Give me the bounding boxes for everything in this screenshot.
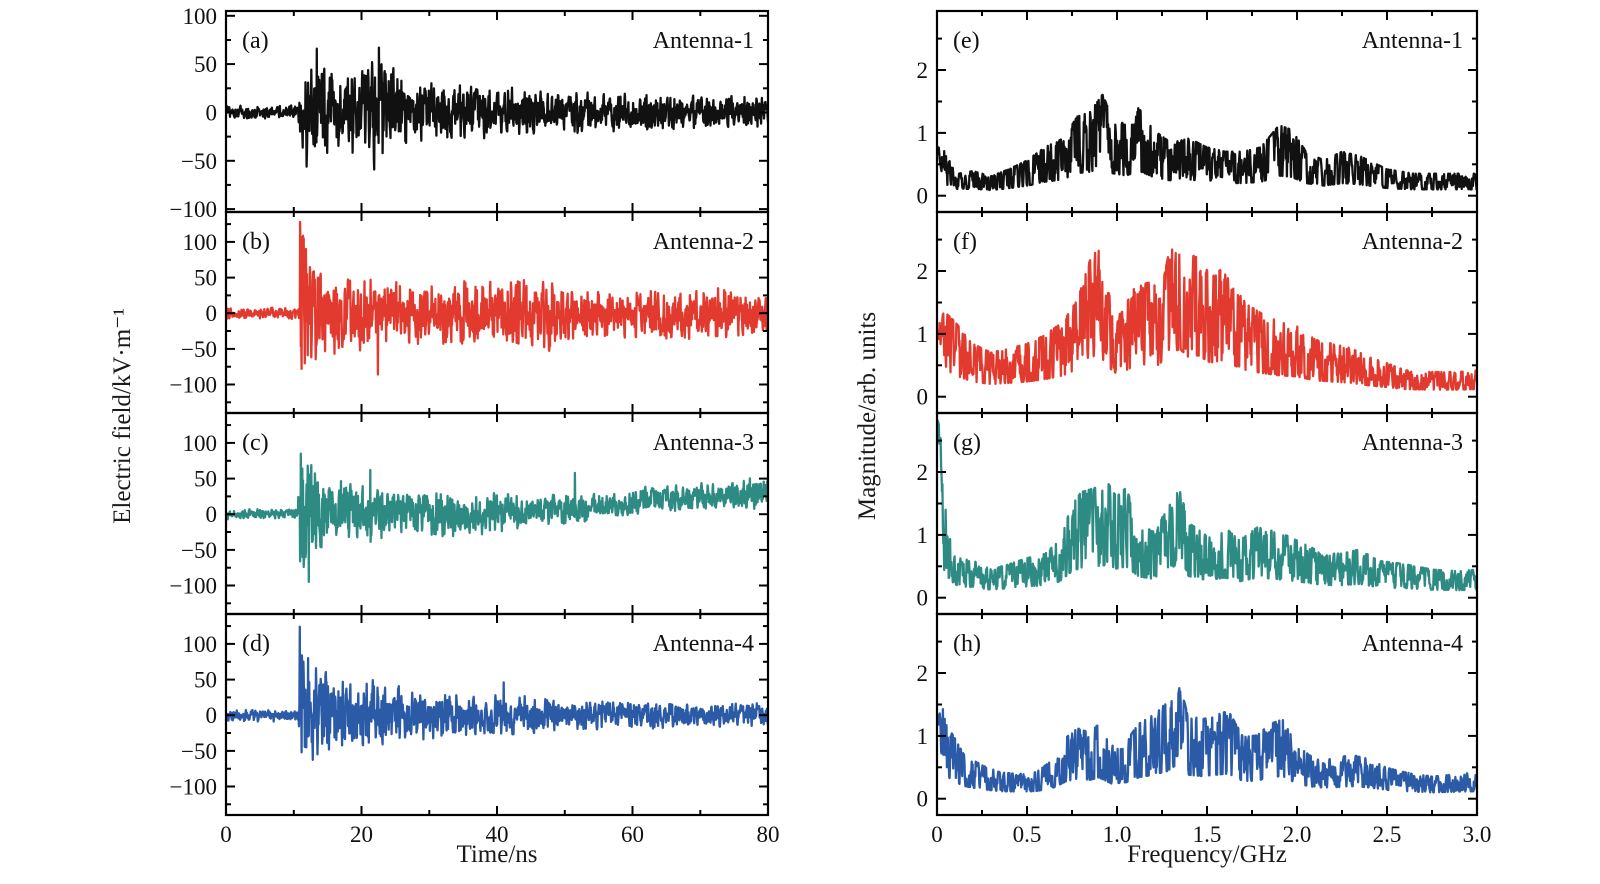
- y-tick-label: 1: [917, 523, 929, 548]
- y-axis-label-right: Magnitude/arb. units: [854, 311, 881, 521]
- y-tick-label: −100: [170, 373, 217, 398]
- x-axis-label-left: Time/ns: [456, 841, 538, 868]
- legend-label: Antenna-4: [1362, 631, 1463, 657]
- y-tick-label: 2: [917, 460, 929, 485]
- legend-label: Antenna-4: [653, 631, 754, 657]
- y-tick-label: 0: [917, 586, 929, 611]
- panel-letter: (c): [242, 430, 269, 456]
- y-axis-label-left: Electric field/kV·m⁻¹: [109, 308, 136, 524]
- y-tick-label: 100: [183, 431, 218, 456]
- y-tick-label: 100: [183, 632, 218, 657]
- y-tick-label: 0: [917, 787, 929, 812]
- legend-label: Antenna-2: [1362, 229, 1463, 255]
- y-tick-label: 0: [206, 703, 218, 728]
- series-line-antenna-2: [226, 220, 768, 376]
- series-line-antenna-4: [937, 686, 1477, 794]
- y-tick-label: −50: [181, 739, 217, 764]
- legend-label: Antenna-1: [653, 28, 754, 54]
- y-tick-label: 50: [194, 467, 217, 492]
- panel-letter: (g): [953, 430, 981, 456]
- panel-f: 2 1 0 (f) Antenna-2: [917, 210, 1479, 415]
- y-tick-label: −50: [181, 337, 217, 362]
- y-tick-label: 50: [194, 266, 217, 291]
- x-tick-label: 2.0: [1283, 822, 1312, 847]
- y-tick-label: 0: [917, 385, 929, 410]
- legend-label: Antenna-1: [1362, 28, 1463, 54]
- panel-letter: (b): [242, 229, 270, 255]
- x-tick-label: 2.5: [1373, 822, 1402, 847]
- legend-label: Antenna-3: [653, 430, 754, 456]
- x-tick-label: 40: [486, 822, 509, 847]
- x-tick-label: 80: [757, 822, 780, 847]
- panel-h: 0 0.5 1.0 1.5 2.0 2.5 3.0 2 1 0 (h) Antenna-4: [917, 612, 1492, 847]
- series-line-antenna-3: [226, 452, 768, 584]
- x-axis-label-right: Frequency/GHz: [1127, 841, 1287, 868]
- x-tick-label: 3.0: [1463, 822, 1492, 847]
- y-tick-label: −50: [181, 149, 217, 174]
- series-line-antenna-2: [937, 248, 1477, 391]
- x-tick-label: 1.0: [1103, 822, 1132, 847]
- x-tick-label: 1.5: [1193, 822, 1222, 847]
- y-tick-label: 0: [206, 101, 218, 126]
- panel-letter: (e): [953, 28, 980, 54]
- y-tick-label: 1: [917, 724, 929, 749]
- x-tick-label: 60: [621, 822, 644, 847]
- x-tick-label: 20: [350, 822, 373, 847]
- y-tick-label: 2: [917, 58, 929, 83]
- y-tick-label: 100: [183, 230, 218, 255]
- y-tick-label: 1: [917, 322, 929, 347]
- y-tick-label: 100: [183, 4, 218, 29]
- y-tick-label: 2: [917, 661, 929, 686]
- y-tick-label: 0: [206, 502, 218, 527]
- panel-letter: (h): [953, 631, 981, 657]
- panel-b: 100 50 0 −50 −100 (b) Antenna-2: [170, 210, 770, 415]
- x-tick-label: 0.5: [1013, 822, 1042, 847]
- y-tick-label: 2: [917, 259, 929, 284]
- y-tick-label: 50: [194, 52, 217, 77]
- panel-letter: (d): [242, 631, 270, 657]
- x-tick-label: 0: [220, 822, 232, 847]
- panel-e: 2 1 0 (e) Antenna-1: [917, 9, 1479, 214]
- y-tick-label: −50: [181, 538, 217, 563]
- x-tick-label: 0: [931, 822, 943, 847]
- legend-label: Antenna-2: [653, 229, 754, 255]
- panel-d: 0 20 40 60 80 100 50 0 −50 −100 (d) Antenna-4: [170, 612, 780, 847]
- panel-g: 2 1 0 (g) Antenna-3: [917, 411, 1479, 616]
- y-tick-label: −100: [170, 197, 217, 222]
- series-line-antenna-1: [226, 46, 768, 171]
- y-tick-label: −100: [170, 574, 217, 599]
- y-tick-label: 50: [194, 668, 217, 693]
- panel-c: 100 50 0 −50 −100 (c) Antenna-3: [170, 411, 770, 616]
- y-tick-label: 0: [917, 184, 929, 209]
- series-line-antenna-1: [937, 93, 1477, 192]
- series-line-antenna-4: [226, 625, 768, 761]
- legend-label: Antenna-3: [1362, 430, 1463, 456]
- panel-a: 100 50 0 −50 −100 (a) Antenna-1: [170, 4, 770, 222]
- y-tick-label: 0: [206, 301, 218, 326]
- series-line-antenna-3: [937, 418, 1477, 592]
- panel-letter: (f): [953, 229, 977, 255]
- y-tick-label: 1: [917, 121, 929, 146]
- panel-letter: (a): [242, 28, 269, 54]
- y-tick-label: −100: [170, 775, 217, 800]
